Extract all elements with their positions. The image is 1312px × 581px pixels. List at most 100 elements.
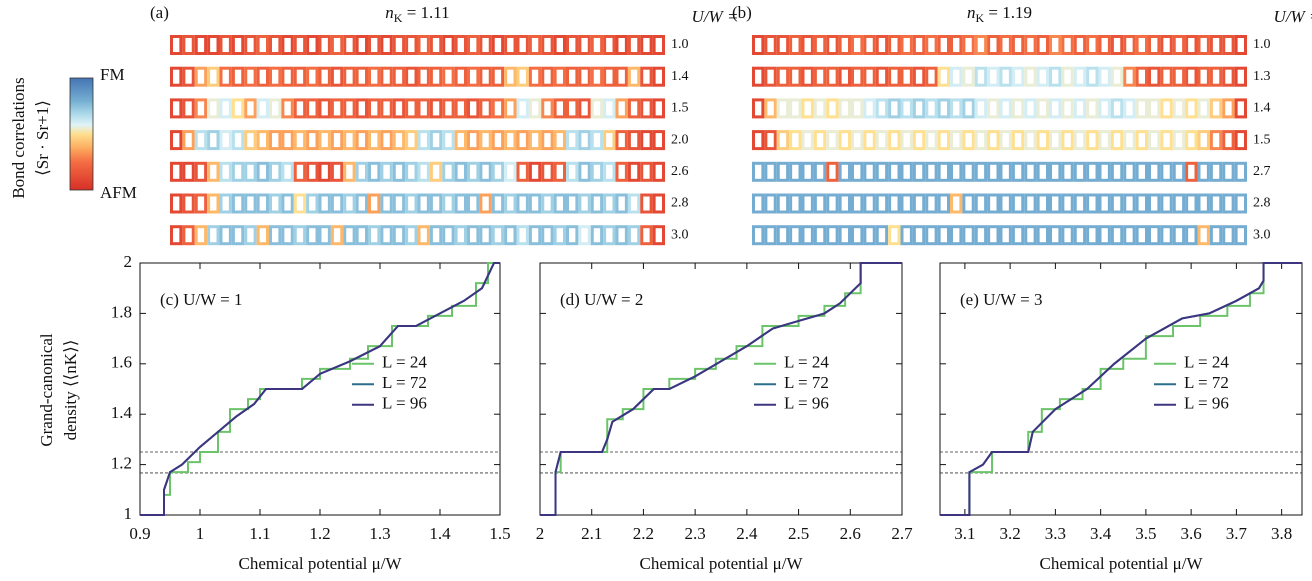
bond-cell xyxy=(1110,66,1124,87)
density-line xyxy=(940,262,1302,516)
bond-cell xyxy=(1185,193,1198,214)
bond-cell xyxy=(1209,66,1223,87)
bond-cell xyxy=(528,130,542,151)
bond-cell xyxy=(429,98,443,119)
bond-cell xyxy=(974,193,988,214)
bond-cell xyxy=(578,130,591,151)
density-line xyxy=(140,262,500,516)
bond-cell xyxy=(875,225,889,246)
bond-cell xyxy=(1222,130,1235,151)
bond-cell xyxy=(826,98,839,119)
bond-cell xyxy=(355,66,368,87)
bond-cell xyxy=(281,193,294,214)
bond-cell xyxy=(1024,130,1037,151)
bond-cell xyxy=(504,66,517,87)
bond-cell xyxy=(1160,35,1173,55)
bond-cell xyxy=(838,161,851,182)
bond-cell xyxy=(851,161,864,182)
bond-cell xyxy=(974,66,988,87)
bond-cell xyxy=(578,35,591,55)
bond-cell xyxy=(244,35,257,55)
bond-cell xyxy=(801,35,814,55)
panel-label: (b) xyxy=(732,3,752,22)
bond-cell xyxy=(888,225,901,246)
bond-cell xyxy=(1222,193,1235,214)
bond-cell xyxy=(603,193,616,214)
bond-cell xyxy=(417,130,430,151)
x-tick-label: 2 xyxy=(536,524,545,543)
bond-cell xyxy=(553,35,566,55)
bond-cell xyxy=(1061,225,1074,246)
row-label: 1.0 xyxy=(671,37,689,52)
bond-cell xyxy=(851,130,864,151)
bond-cell xyxy=(417,193,430,214)
x-tick-label: 1.3 xyxy=(369,524,390,543)
bond-cell xyxy=(1148,66,1161,87)
panel-title: (e) U/W = 3 xyxy=(960,290,1042,309)
bond-cell xyxy=(269,161,282,182)
bond-cell xyxy=(479,98,492,119)
bond-cell xyxy=(627,161,641,182)
bond-cell xyxy=(1086,193,1099,214)
x-tick-label: 1 xyxy=(196,524,205,543)
bond-cell xyxy=(900,161,913,182)
bond-cell xyxy=(752,225,765,246)
bond-cell xyxy=(244,130,257,151)
bond-cell xyxy=(925,66,938,87)
bond-cell xyxy=(194,66,208,87)
x-tick-label: 1.4 xyxy=(429,524,451,543)
bond-cell xyxy=(1148,35,1161,55)
bond-cell xyxy=(1185,98,1198,119)
bond-cell xyxy=(875,161,889,182)
bond-cell xyxy=(578,66,591,87)
bond-cell xyxy=(207,161,220,182)
bond-cell xyxy=(207,225,220,246)
bond-cell xyxy=(764,130,777,151)
bond-cell xyxy=(912,66,926,87)
bond-cell xyxy=(950,35,963,55)
bond-cell xyxy=(343,193,356,214)
bond-cell xyxy=(318,66,331,87)
bond-cell xyxy=(851,66,864,87)
bond-cell xyxy=(269,193,282,214)
bond-cell xyxy=(1073,130,1087,151)
bond-cell xyxy=(1024,193,1037,214)
bond-cell xyxy=(1024,98,1037,119)
bond-cell xyxy=(553,193,566,214)
bond-cell xyxy=(392,225,406,246)
bond-cell xyxy=(900,35,913,55)
bond-cell xyxy=(838,225,851,246)
bond-cell xyxy=(1036,130,1049,151)
bond-cell xyxy=(368,66,381,87)
bond-cell xyxy=(863,35,876,55)
bond-cell xyxy=(801,161,814,182)
bond-cell xyxy=(888,98,901,119)
bond-cell xyxy=(987,130,1000,151)
bond-cell xyxy=(504,98,517,119)
bond-cell xyxy=(541,193,554,214)
bond-cell xyxy=(516,161,529,182)
bond-cell xyxy=(764,35,777,55)
bond-cell xyxy=(170,35,183,55)
bond-cell xyxy=(244,161,257,182)
bond-cell xyxy=(1172,35,1186,55)
bond-cell xyxy=(801,130,814,151)
bond-cell xyxy=(318,225,331,246)
bond-cell xyxy=(1036,66,1049,87)
bond-cell xyxy=(293,193,307,214)
bond-cell xyxy=(207,193,220,214)
bond-cell xyxy=(1061,130,1074,151)
bond-cell xyxy=(1185,35,1198,55)
bond-cell xyxy=(467,130,480,151)
bond-cell xyxy=(281,225,294,246)
y-tick-label: 1.8 xyxy=(111,302,132,321)
bond-cell xyxy=(293,66,307,87)
bond-cell xyxy=(417,35,430,55)
y-axis-label: Grand-canonical xyxy=(37,333,56,447)
bond-cell xyxy=(553,98,566,119)
bond-cell xyxy=(962,130,975,151)
bond-cell xyxy=(491,98,505,119)
bond-cell xyxy=(1110,98,1124,119)
bond-cell xyxy=(603,35,616,55)
bond-cell xyxy=(615,161,628,182)
